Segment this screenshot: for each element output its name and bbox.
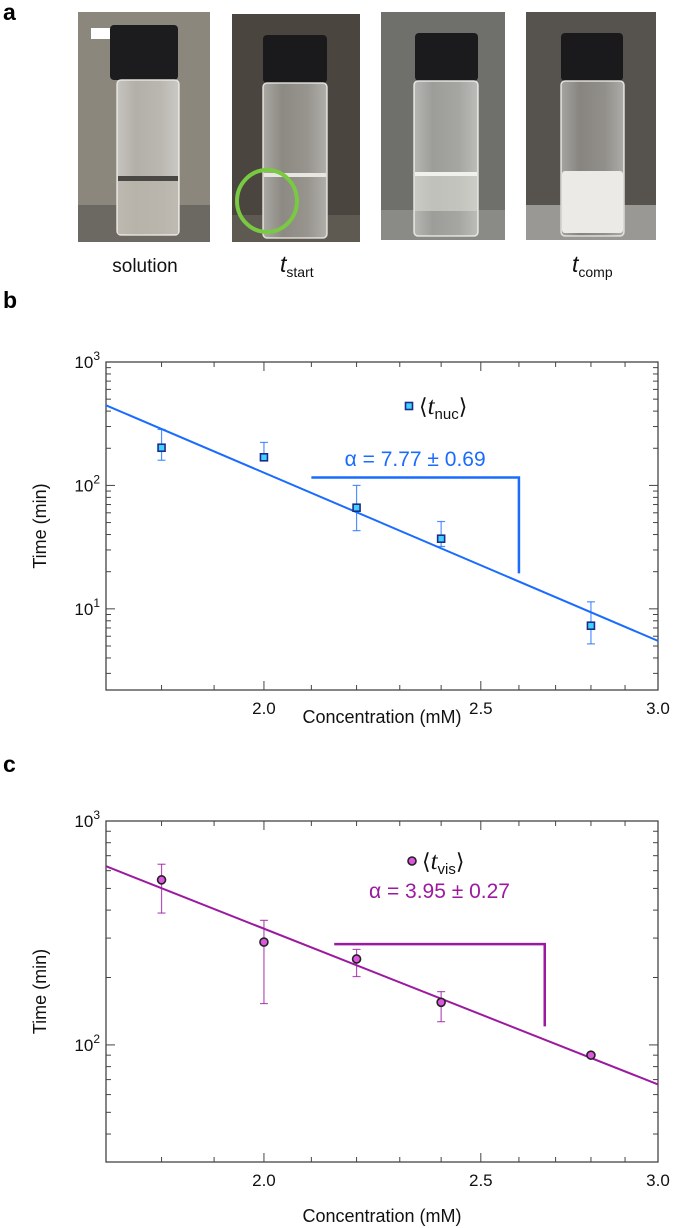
- vial-photo-intermediate: [381, 12, 505, 240]
- data-point: [436, 997, 446, 1008]
- data-point: [352, 503, 361, 512]
- y-tick-exponent: 2: [93, 472, 100, 486]
- fit-line: [105, 404, 659, 642]
- caption-solution: solution: [112, 256, 178, 277]
- y-axis-label: Time (min): [30, 949, 50, 1034]
- y-tick-base: 10: [74, 476, 93, 495]
- x-tick-label: 3.0: [646, 1171, 670, 1190]
- y-tick-label: 101: [74, 596, 100, 619]
- x-tick-label: 2.5: [469, 699, 493, 718]
- y-tick-base: 10: [74, 1036, 93, 1055]
- legend-symbol: t: [431, 848, 439, 875]
- y-tick-label: 102: [74, 1032, 100, 1055]
- y-tick-base: 10: [74, 353, 93, 372]
- legend-symbol: t: [428, 393, 436, 420]
- legend-label: ⟨tvis⟩: [422, 848, 464, 878]
- panel-label-c: c: [3, 751, 16, 777]
- data-point: [436, 534, 446, 544]
- legend-bracket-open: ⟨: [419, 394, 428, 419]
- x-tick-label: 2.5: [469, 1171, 493, 1190]
- vial-photo-start: [232, 14, 360, 242]
- y-tick-label: 102: [74, 472, 100, 495]
- y-tick-base: 10: [74, 812, 93, 831]
- nucleation-highlight-circle: [235, 168, 299, 234]
- x-tick-label: 2.0: [252, 1171, 276, 1190]
- y-tick-label: 103: [74, 349, 100, 372]
- slope-annotation: α = 7.77 ± 0.69: [345, 448, 486, 471]
- legend-bracket-close: ⟩: [456, 849, 465, 874]
- slope-bracket: [334, 942, 546, 1027]
- slope-bracket: [311, 476, 521, 574]
- vial-photo-complete: [526, 12, 656, 240]
- legend-subscript: nuc: [435, 406, 460, 423]
- vial-cap: [110, 25, 178, 80]
- vial-cap: [561, 33, 623, 81]
- y-tick-exponent: 2: [93, 1032, 100, 1046]
- x-axis-label: Concentration (mM): [302, 707, 461, 727]
- y-tick-exponent: 3: [93, 808, 100, 822]
- panel-label-a: a: [3, 0, 16, 25]
- caption-t-comp: tcomp: [572, 251, 613, 280]
- x-tick-label: 2.0: [252, 699, 276, 718]
- slope-annotation: α = 3.95 ± 0.27: [369, 880, 510, 903]
- data-point: [259, 452, 269, 462]
- y-tick-label: 103: [74, 808, 100, 831]
- x-tick-label: 3.0: [646, 699, 670, 718]
- data-point: [351, 954, 362, 964]
- plot-frame: [105, 361, 659, 691]
- fit-line: [105, 865, 659, 1086]
- vial-cap: [263, 35, 327, 83]
- data-point: [157, 443, 166, 453]
- legend-bracket-close: ⟩: [459, 394, 468, 419]
- panel-label-b: b: [3, 287, 17, 313]
- data-point: [586, 1050, 596, 1060]
- data-point: [156, 875, 167, 885]
- legend-marker: [404, 401, 414, 411]
- x-axis-label: Concentration (mM): [302, 1206, 461, 1226]
- y-tick-exponent: 3: [93, 349, 100, 363]
- legend-label: ⟨tnuc⟩: [419, 393, 467, 423]
- plot-frame: [105, 820, 659, 1163]
- y-axis-label: Time (min): [30, 483, 50, 568]
- y-tick-base: 10: [74, 600, 93, 619]
- legend-marker: [407, 856, 417, 866]
- legend-subscript: vis: [438, 861, 456, 878]
- y-tick-exponent: 1: [93, 596, 100, 610]
- legend-bracket-open: ⟨: [422, 849, 431, 874]
- caption-t-start: tstart: [280, 251, 314, 280]
- vial-cap: [415, 33, 478, 81]
- data-point: [259, 937, 269, 947]
- data-point: [586, 621, 596, 631]
- vial-photo-solution: [78, 12, 210, 242]
